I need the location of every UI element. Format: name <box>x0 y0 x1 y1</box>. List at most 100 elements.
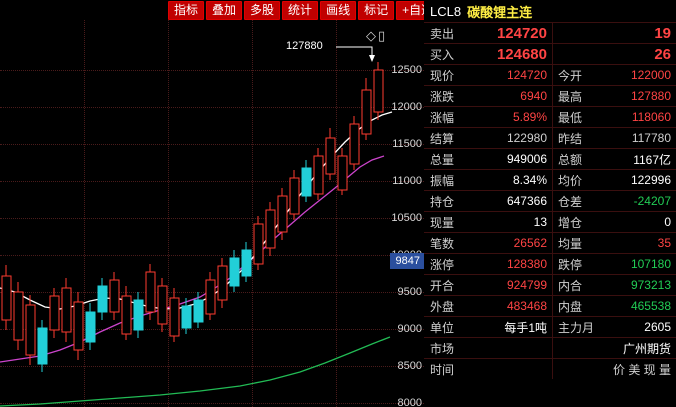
row-value-right: 465538 <box>630 299 671 313</box>
row-label: 现量 <box>430 215 455 230</box>
y-axis-tick: 9000 <box>397 323 422 335</box>
row-label: 开合 <box>430 278 455 293</box>
gridline <box>0 366 424 367</box>
y-axis-tick: 10500 <box>391 212 422 224</box>
row-value: 6940 <box>520 89 547 103</box>
row-value: 26562 <box>513 236 547 250</box>
row-label: 时间 <box>430 362 455 377</box>
row-value-right: 1167亿 <box>633 152 671 167</box>
toolbar-button-overlay[interactable]: 叠加 <box>206 0 243 20</box>
y-axis-tick: 8500 <box>397 360 422 372</box>
high-price-annotation: 127880 <box>286 40 323 52</box>
row-value: 949006 <box>506 152 547 166</box>
row-value: 每手1吨 <box>504 320 547 335</box>
gridline <box>0 144 424 145</box>
quote-panel: LCL8 碳酸锂主连 卖出 124720 19 买入 124680 26 <box>424 0 676 407</box>
row-label-right: 总额 <box>558 152 583 167</box>
gridline <box>168 20 169 407</box>
row-label: 外盘 <box>430 299 455 314</box>
gridline <box>0 255 424 256</box>
row-value-right: 118060 <box>631 110 671 124</box>
quote-row-open-close: 开合 924799 内合 973213 <box>424 275 676 296</box>
gridline <box>0 70 424 71</box>
row-value-right: 127880 <box>630 89 671 103</box>
quote-row-last: 现价 124720 今开 122000 <box>424 65 676 86</box>
row-value-right: 973213 <box>630 278 671 292</box>
candlestick-canvas <box>0 46 393 407</box>
quote-row-time: 时间 价 美 现 量 <box>424 359 676 379</box>
y-axis-tick: 9500 <box>397 286 422 298</box>
toolbar-button-multistock[interactable]: 多股 <box>244 0 281 20</box>
quote-row-unit: 单位 每手1吨 主力月 2605 <box>424 317 676 338</box>
drawing-marks-icon[interactable]: ◇▯ <box>366 28 388 43</box>
row-value-right: 26 <box>654 45 671 63</box>
quote-row-volume: 总量 949006 总额 1167亿 <box>424 149 676 170</box>
row-label-right: 昨结 <box>558 131 583 146</box>
row-value: 13 <box>533 215 547 229</box>
quote-row-settle: 结算 122980 昨结 117780 <box>424 128 676 149</box>
row-value: 124720 <box>496 24 547 42</box>
quote-row-ask: 卖出 124720 19 <box>424 23 676 44</box>
quote-row-bid: 买入 124680 26 <box>424 44 676 65</box>
row-value: 124720 <box>506 68 547 82</box>
quote-row-change-pct: 涨幅 5.89% 最低 118060 <box>424 107 676 128</box>
gridline <box>252 20 253 407</box>
row-value-right: 0 <box>664 215 671 229</box>
quote-row-amplitude: 振幅 8.34% 均价 122996 <box>424 170 676 191</box>
row-value-right: 107180 <box>630 257 671 271</box>
y-axis-tick: 12000 <box>391 101 422 113</box>
row-label-right: 最高 <box>558 89 583 104</box>
row-value-right: 35 <box>657 236 671 250</box>
row-value-right: 122000 <box>630 68 671 82</box>
toolbar-button-drawline[interactable]: 画线 <box>320 0 357 20</box>
gridline <box>0 218 424 219</box>
row-value: 483468 <box>506 299 547 313</box>
gridline <box>0 403 424 404</box>
row-value: 924799 <box>506 278 547 292</box>
y-axis-tick: 11000 <box>392 175 422 187</box>
row-label-right: 主力月 <box>558 320 595 335</box>
toolbar-button-mark[interactable]: 标记 <box>358 0 395 20</box>
gridline <box>336 20 337 407</box>
row-value: 124680 <box>496 45 547 63</box>
gridline <box>0 107 424 108</box>
row-value-right: 2605 <box>644 320 671 334</box>
row-label: 结算 <box>430 131 455 146</box>
row-value-right: 价 美 现 量 <box>612 362 671 377</box>
quote-row-limitup: 涨停 128380 跌停 107180 <box>424 254 676 275</box>
toolbar-button-statistics[interactable]: 统计 <box>282 0 319 20</box>
contract-name: 碳酸锂主连 <box>467 4 533 20</box>
toolbar-button-indicator[interactable]: 指标 <box>168 0 205 20</box>
row-label: 买入 <box>430 47 455 62</box>
row-value: 8.34% <box>512 173 547 187</box>
row-value-right: -24207 <box>633 194 671 208</box>
row-value: 128380 <box>506 257 547 271</box>
row-label: 卖出 <box>430 26 455 41</box>
chart-toolbar: 指标 叠加 多股 统计 画线 标记 +自选 返回 <box>0 0 478 20</box>
y-axis-tick: 12500 <box>391 64 422 76</box>
row-value-right: 广州期货 <box>622 341 671 356</box>
row-value-right: 117780 <box>631 131 671 145</box>
row-value: 647366 <box>506 194 547 208</box>
row-label-right: 最低 <box>558 110 583 125</box>
row-label: 振幅 <box>430 173 455 188</box>
quote-row-market: 市场 广州期货 <box>424 338 676 359</box>
gridline <box>0 181 424 182</box>
row-label: 现价 <box>430 68 455 83</box>
quote-row-ticks: 笔数 26562 均量 35 <box>424 233 676 254</box>
row-label-right: 内盘 <box>558 299 583 314</box>
crosshair-price-badge: 9847 <box>389 253 424 269</box>
y-axis-tick: 11500 <box>392 138 422 150</box>
price-chart[interactable]: 12500 12000 11500 11000 10500 10000 9500… <box>0 20 424 407</box>
row-label-right: 内合 <box>558 278 583 293</box>
gridline <box>84 20 85 407</box>
row-value-right: 19 <box>654 24 671 42</box>
row-label: 持仓 <box>430 194 455 209</box>
row-label-right: 均价 <box>558 173 583 188</box>
row-label: 笔数 <box>430 236 455 251</box>
row-label: 涨幅 <box>430 110 455 125</box>
row-label: 市场 <box>430 341 455 356</box>
row-value: 5.89% <box>512 110 547 124</box>
quote-row-change: 涨跌 6940 最高 127880 <box>424 86 676 107</box>
